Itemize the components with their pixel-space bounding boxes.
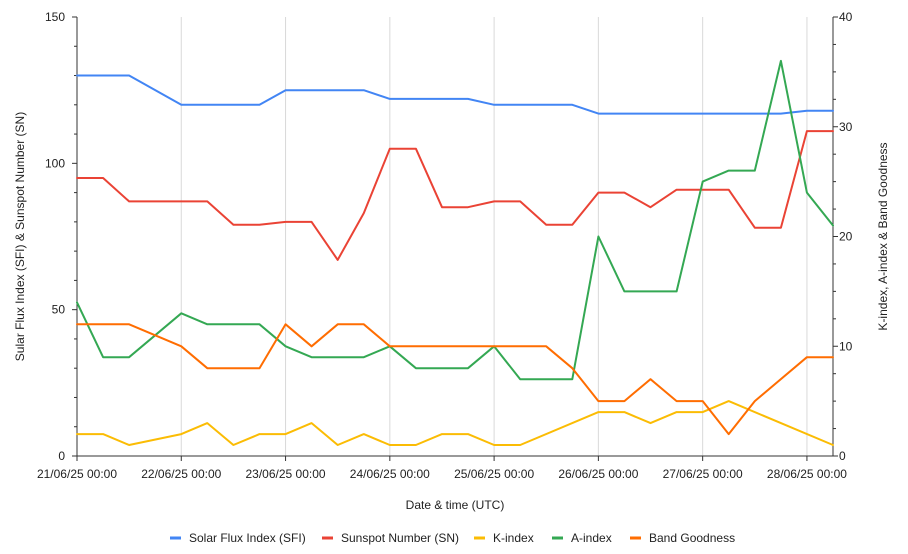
right-y-axis-title: K-index, A-index & Band Goodness <box>876 142 890 330</box>
right-y-tick-label: 0 <box>839 449 846 463</box>
series-line-sfi <box>76 74 834 115</box>
left-y-tick-label: 0 <box>58 449 65 463</box>
x-tick-label: 24/06/25 00:00 <box>350 467 430 481</box>
legend-item-band-goodness[interactable]: Band Goodness <box>630 531 735 545</box>
x-tick-label: 26/06/25 00:00 <box>558 467 638 481</box>
series-line-band-goodness <box>76 323 834 436</box>
series-line-a-index <box>76 59 834 381</box>
legend-label-sn: Sunspot Number (SN) <box>341 531 459 545</box>
legend-item-sfi[interactable]: Solar Flux Index (SFI) <box>170 531 306 545</box>
legend-label-sfi: Solar Flux Index (SFI) <box>189 531 306 545</box>
left-y-tick-label: 50 <box>52 303 66 317</box>
x-tick-label: 28/06/25 00:00 <box>767 467 847 481</box>
right-y-tick-label: 30 <box>839 120 853 134</box>
legend-item-k-index[interactable]: K-index <box>474 531 534 545</box>
series-line-k-index <box>76 400 834 446</box>
series-lines <box>76 59 834 446</box>
left-y-tick-label: 150 <box>45 10 65 24</box>
gridlines <box>180 17 808 456</box>
legend-label-a-index: A-index <box>571 531 612 545</box>
axes <box>76 17 834 457</box>
left-y-tick-label: 100 <box>45 156 65 170</box>
series-line-sn <box>76 130 834 261</box>
x-tick-label: 23/06/25 00:00 <box>246 467 326 481</box>
x-tick-label: 25/06/25 00:00 <box>454 467 534 481</box>
right-y-tick-label: 40 <box>839 10 853 24</box>
x-tick-label: 22/06/25 00:00 <box>141 467 221 481</box>
legend-label-k-index: K-index <box>493 531 534 545</box>
x-axis-title: Date & time (UTC) <box>406 498 505 512</box>
x-tick-label: 27/06/25 00:00 <box>663 467 743 481</box>
right-y-tick-label: 10 <box>839 339 853 353</box>
ticks: 21/06/25 00:00 22/06/25 00:00 23/06/25 00:… <box>37 10 853 481</box>
legend-item-sn[interactable]: Sunspot Number (SN) <box>322 531 459 545</box>
left-y-axis-title: Sular Flux Index (SFI) & Sunspot Number … <box>13 112 27 361</box>
legend: Solar Flux Index (SFI) Sunspot Number (S… <box>170 531 735 545</box>
legend-label-band-goodness: Band Goodness <box>649 531 735 545</box>
x-tick-label: 21/06/25 00:00 <box>37 467 117 481</box>
legend-item-a-index[interactable]: A-index <box>552 531 612 545</box>
right-y-tick-label: 20 <box>839 230 853 244</box>
